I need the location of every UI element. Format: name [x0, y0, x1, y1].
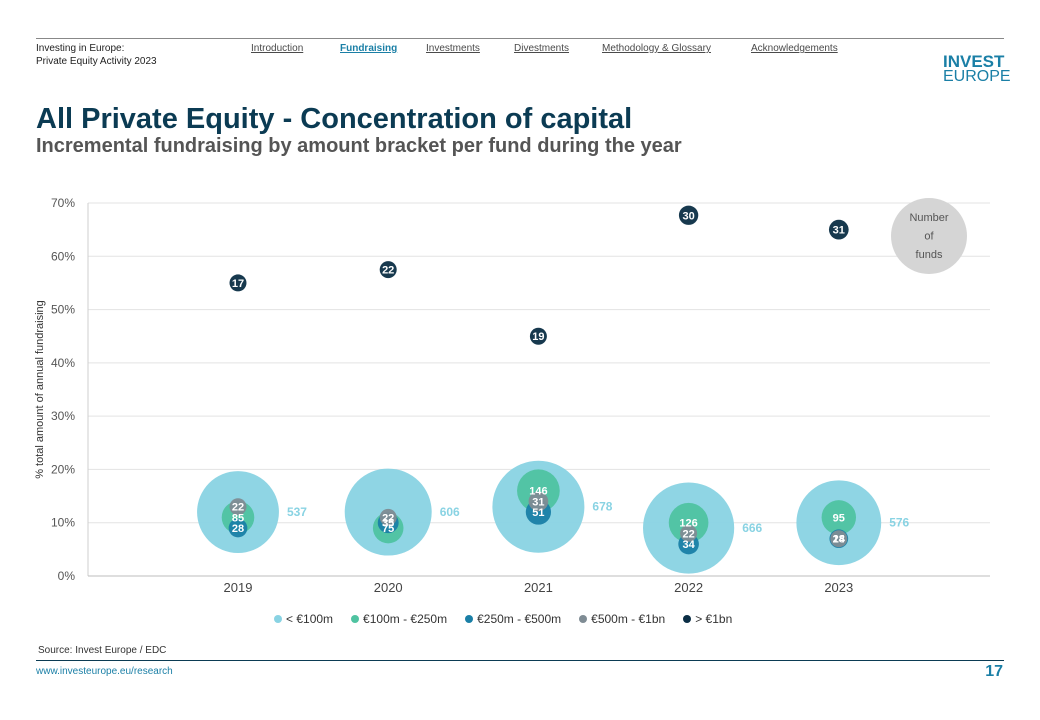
bubble-label-3: 22: [382, 512, 394, 524]
legend-label: €500m - €1bn: [591, 612, 666, 626]
bubble-4: [828, 219, 849, 240]
size-legend-text: funds: [916, 249, 943, 261]
report-title-line2: Private Equity Activity 2023: [36, 56, 157, 67]
y-tick-label: 40%: [51, 356, 75, 370]
bubble-1: [668, 502, 709, 543]
bubble-label-1: 85: [232, 512, 244, 524]
page-title: All Private Equity - Concentration of ca…: [36, 103, 633, 135]
bubble-label-0: 606: [440, 505, 460, 519]
bubble-label-2: 28: [232, 523, 244, 535]
legend-dot: [579, 615, 588, 623]
bubble-label-2: 51: [532, 507, 544, 519]
bubble-3: [379, 508, 397, 526]
y-tick-label: 20%: [51, 462, 75, 476]
report-title: Investing in Europe: Private Equity Acti…: [36, 42, 157, 68]
y-tick-label: 70%: [51, 196, 75, 210]
size-legend-bubble: [891, 198, 967, 274]
bubble-1: [517, 469, 560, 513]
legend-dot: [683, 615, 692, 623]
bubble-label-0: 537: [287, 505, 307, 519]
bubble-label-1: 146: [529, 486, 547, 498]
legend-item-1: €100m - €250m: [351, 612, 447, 626]
legend-item-0: < €100m: [274, 612, 333, 626]
report-title-line1: Investing in Europe:: [36, 43, 125, 54]
bubble-4: [678, 205, 699, 225]
bubble-2: [228, 518, 248, 538]
bubble-label-2: 28: [833, 534, 845, 546]
legend-dot: [351, 615, 360, 623]
bubble-label-4: 19: [532, 331, 544, 343]
size-legend-text: of: [924, 231, 934, 243]
nav-introduction[interactable]: Introduction: [251, 43, 304, 54]
bubble-label-4: 17: [232, 278, 244, 290]
bubble-3: [528, 491, 549, 512]
page-number: 17: [985, 663, 1003, 680]
bubble-chart: 0% 10% 20% 30% 40% 50% 60% 70% % total amount of…: [34, 196, 990, 595]
bubble-label-1: 126: [679, 518, 697, 530]
nav-acknowledgements[interactable]: Acknowledgements: [751, 43, 838, 54]
bubble-label-3: 22: [682, 528, 694, 540]
legend-label: > €1bn: [695, 612, 733, 626]
x-tick-label: 2022: [674, 580, 703, 595]
x-tick-label: 2020: [374, 580, 403, 595]
bubble-label-0: 678: [592, 500, 612, 514]
legend-dot: [274, 615, 282, 623]
header-rule: [36, 38, 1004, 39]
y-tick-label: 50%: [51, 303, 75, 317]
legend-dot: [465, 615, 474, 623]
logo-line1: INVEST: [943, 52, 1005, 71]
nav-methodology-glossary[interactable]: Methodology & Glossary: [602, 43, 711, 54]
bubble-label-2: 35: [382, 518, 394, 530]
bubble-label-4: 30: [682, 210, 694, 222]
bubble-label-4: 31: [833, 225, 845, 237]
legend-item-2: €250m - €500m: [465, 612, 561, 626]
legend-item-3: €500m - €1bn: [579, 612, 665, 626]
bubble-3: [830, 530, 848, 548]
legend-label: €100m - €250m: [363, 612, 448, 626]
y-tick-label: 30%: [51, 409, 75, 423]
bubble-1: [821, 500, 857, 535]
chart-legend: < €100m €100m - €250m €250m - €500m €500m -…: [274, 612, 750, 626]
bubble-label-3: 31: [532, 496, 544, 508]
bubble-label-1: 95: [833, 512, 845, 524]
logo-line2: EUROPE: [943, 68, 1011, 85]
bubble-label-2: 34: [682, 539, 695, 551]
nav-investments[interactable]: Investments: [426, 43, 480, 54]
legend-label: < €100m: [286, 612, 334, 626]
x-tick-label: 2023: [824, 580, 853, 595]
footer-rule: [36, 660, 1004, 661]
y-tick-label: 60%: [51, 249, 75, 263]
research-link[interactable]: www.investeurope.eu/research: [36, 666, 173, 677]
x-tick-label: 2019: [224, 580, 253, 595]
y-tick-label: 0%: [58, 569, 76, 583]
source-note: Source: Invest Europe / EDC: [38, 645, 167, 656]
bubble-label-0: 576: [889, 516, 909, 530]
bubble-4: [529, 327, 547, 345]
bubble-label-0: 666: [742, 521, 762, 535]
bubble-label-3: 14: [833, 534, 846, 546]
bubble-4: [379, 261, 397, 279]
legend-item-4: > €1bn: [683, 612, 732, 626]
nav-divestments[interactable]: Divestments: [514, 43, 570, 54]
bubble-3: [229, 498, 247, 516]
bubble-label-4: 22: [382, 265, 394, 277]
bubble-3: [680, 524, 698, 542]
invest-europe-logo: INVEST EUROPE: [943, 52, 1011, 85]
size-legend-text: Number: [909, 212, 948, 224]
bubble-4: [229, 274, 247, 292]
legend-label: €250m - €500m: [477, 612, 562, 626]
nav-fundraising[interactable]: Fundraising: [340, 43, 398, 54]
x-tick-label: 2021: [524, 580, 553, 595]
y-tick-label: 10%: [51, 516, 75, 530]
bubble-label-3: 22: [232, 502, 244, 514]
y-axis-label: % total amount of annual fundraising: [34, 300, 46, 479]
page-subtitle: Incremental fundraising by amount bracke…: [36, 135, 682, 157]
bubble-label-1: 75: [382, 523, 394, 535]
